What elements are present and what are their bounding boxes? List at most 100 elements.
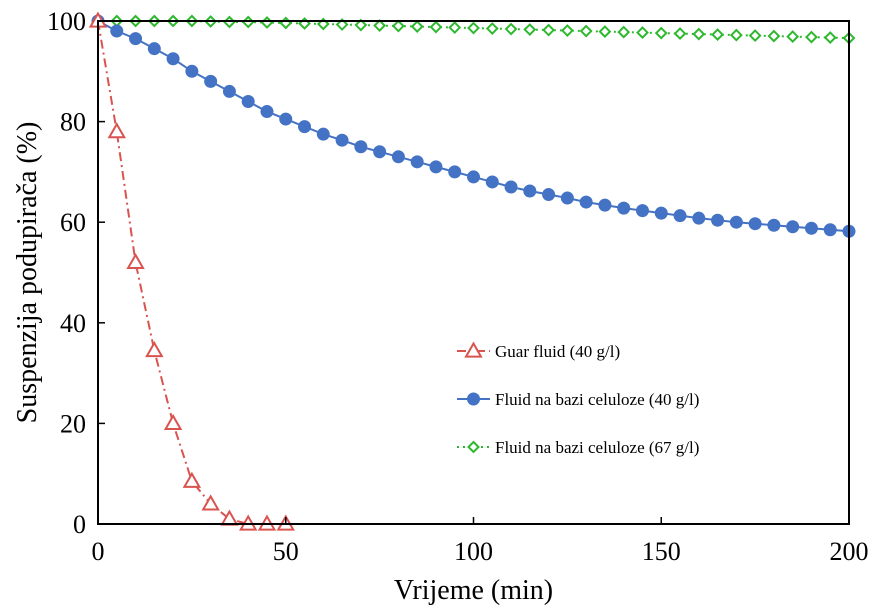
data-point-circle — [241, 94, 255, 108]
x-axis-title: Vrijeme (min) — [394, 575, 553, 605]
data-point-circle — [729, 215, 743, 229]
data-point-circle — [147, 42, 161, 56]
x-tick-label: 0 — [92, 537, 105, 566]
data-point-diamond — [241, 15, 255, 29]
y-tick-label: 20 — [60, 409, 86, 438]
data-point-diamond — [223, 15, 236, 29]
data-point-circle — [391, 150, 405, 164]
data-point-triangle — [464, 341, 483, 358]
data-point-circle — [654, 206, 668, 220]
data-point-circle — [692, 211, 706, 225]
y-tick-label: 0 — [73, 510, 86, 539]
data-point-diamond — [692, 27, 706, 41]
legend-label: Fluid na bazi celuloze (67 g/l) — [495, 438, 699, 457]
data-point-circle — [786, 220, 800, 234]
data-point-circle — [448, 165, 462, 179]
data-point-circle — [204, 74, 218, 88]
y-axis-title: Suspenzija podupirača (%) — [12, 122, 43, 424]
data-point-circle — [467, 170, 480, 184]
data-point-circle — [222, 84, 236, 98]
data-point-diamond — [598, 25, 612, 38]
x-tick-label: 200 — [830, 537, 869, 566]
data-point-circle — [804, 221, 818, 235]
data-point-triangle — [107, 122, 126, 139]
y-tick-label: 80 — [60, 108, 86, 137]
data-point-circle — [504, 180, 518, 194]
data-point-diamond — [579, 24, 593, 38]
data-point-diamond — [260, 16, 274, 29]
data-point-circle — [748, 217, 762, 231]
series-0 — [88, 11, 295, 531]
series-1 — [91, 14, 856, 238]
data-point-diamond — [467, 440, 480, 454]
data-point-diamond — [448, 21, 462, 34]
data-point-diamond — [767, 29, 781, 43]
y-tick-label: 60 — [60, 208, 86, 237]
legend: Guar fluid (40 g/l) Fluid na bazi celuloz… — [457, 341, 699, 457]
x-tick-label: 100 — [454, 537, 493, 566]
data-point-triangle — [145, 340, 164, 358]
data-point-circle — [673, 209, 687, 223]
data-point-circle — [767, 218, 781, 232]
data-point-diamond — [636, 26, 649, 39]
data-point-triangle — [201, 494, 220, 511]
data-point-circle — [410, 155, 424, 169]
data-point-diamond — [542, 23, 556, 37]
data-point-circle — [166, 52, 180, 66]
data-point-diamond — [786, 30, 800, 44]
data-point-circle — [185, 64, 199, 78]
data-point-circle — [579, 195, 593, 209]
data-point-triangle — [163, 413, 183, 431]
data-point-diamond — [504, 22, 518, 36]
data-point-triangle — [220, 509, 239, 526]
data-point-diamond — [711, 28, 724, 41]
data-point-diamond — [485, 22, 499, 35]
data-point-circle — [467, 392, 480, 406]
legend-entry: Guar fluid (40 g/l) — [457, 341, 620, 361]
data-point-diamond — [391, 19, 405, 33]
data-point-diamond — [373, 19, 387, 32]
y-tick-label: 100 — [47, 7, 86, 36]
legend-entry: Fluid na bazi celuloze (67 g/l) — [457, 438, 699, 457]
legend-label: Fluid na bazi celuloze (40 g/l) — [495, 390, 699, 409]
data-point-diamond — [335, 18, 349, 31]
data-point-diamond — [617, 25, 631, 39]
series-line — [97, 20, 286, 525]
data-point-circle — [542, 188, 556, 202]
data-point-circle — [598, 198, 612, 212]
ticks-layer: 0 50 100 150 200 0 20 40 60 80 100 — [47, 7, 869, 566]
legend-label: Guar fluid (40 g/l) — [495, 342, 620, 361]
data-point-diamond — [279, 16, 293, 30]
data-point-diamond — [729, 28, 743, 42]
data-point-diamond — [410, 20, 424, 33]
data-point-circle — [560, 191, 574, 205]
legend-entry: Fluid na bazi celuloze (40 g/l) — [457, 390, 699, 409]
data-point-circle — [373, 145, 387, 159]
data-point-circle — [354, 140, 368, 154]
data-point-circle — [129, 32, 143, 46]
data-point-diamond — [805, 30, 818, 44]
data-point-circle — [110, 24, 124, 38]
data-point-diamond — [523, 23, 537, 36]
y-tick-label: 40 — [60, 309, 86, 338]
data-point-circle — [711, 213, 725, 227]
data-point-diamond — [467, 21, 480, 35]
data-point-circle — [635, 204, 649, 218]
data-point-diamond — [823, 31, 837, 45]
data-point-diamond — [673, 27, 687, 40]
data-point-circle — [298, 120, 312, 134]
series-line — [97, 20, 850, 233]
data-point-circle — [617, 201, 631, 215]
data-point-circle — [823, 223, 837, 237]
data-point-diamond — [429, 20, 443, 34]
x-tick-label: 150 — [642, 537, 681, 566]
data-point-circle — [316, 127, 330, 141]
data-point-diamond — [560, 24, 574, 37]
series-2 — [91, 14, 856, 45]
data-point-circle — [523, 184, 537, 198]
data-point-circle — [260, 105, 274, 119]
data-point-circle — [429, 160, 443, 174]
data-point-triangle — [182, 471, 202, 488]
data-point-circle — [485, 175, 499, 189]
